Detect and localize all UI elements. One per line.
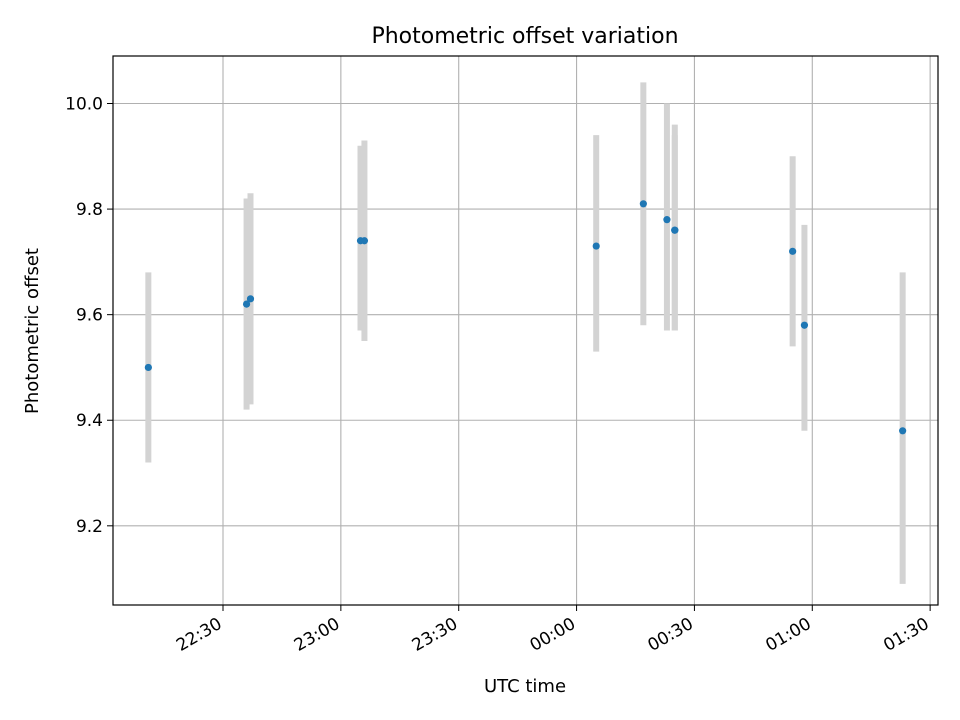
y-axis-ticks: 9.2 9.4 9.6 9.8 10.0 bbox=[65, 95, 113, 537]
y-tick-label: 9.8 bbox=[76, 200, 103, 220]
y-axis-label: Photometric offset bbox=[22, 248, 43, 414]
y-tick-label: 9.4 bbox=[76, 411, 103, 431]
y-tick-label: 9.6 bbox=[76, 306, 103, 326]
data-point bbox=[671, 226, 679, 234]
data-point bbox=[800, 321, 809, 329]
x-axis-label: UTC time bbox=[484, 676, 566, 697]
plot-frame bbox=[112, 55, 939, 606]
data-point bbox=[592, 242, 600, 250]
data-point bbox=[789, 247, 797, 255]
chart-title: Photometric offset variation bbox=[371, 24, 678, 49]
data-point bbox=[246, 295, 255, 303]
data-point bbox=[360, 237, 369, 245]
data-point bbox=[639, 200, 647, 208]
data-point bbox=[242, 300, 251, 308]
data-points bbox=[144, 200, 907, 435]
y-tick-label: 10.0 bbox=[65, 95, 103, 115]
data-point bbox=[144, 363, 152, 372]
data-point bbox=[899, 427, 907, 435]
y-tick-label: 9.2 bbox=[76, 517, 103, 537]
data-point bbox=[663, 216, 671, 224]
